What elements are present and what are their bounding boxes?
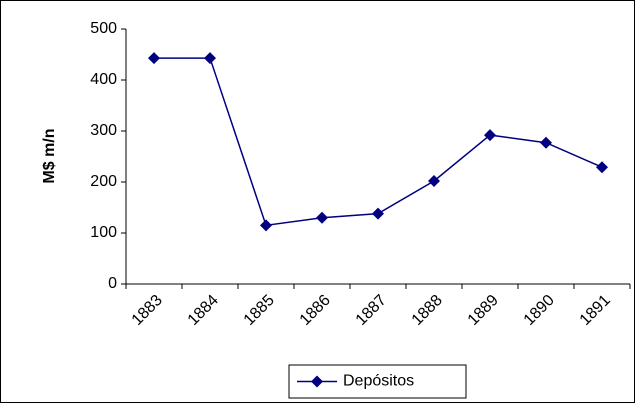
data-marker	[596, 161, 608, 174]
data-marker	[204, 52, 216, 65]
legend-marker	[311, 375, 323, 388]
y-tick-label: 200	[90, 173, 117, 190]
data-marker	[148, 52, 160, 65]
legend-label: Depósitos	[343, 373, 414, 390]
y-tick-label: 300	[90, 122, 117, 139]
data-marker	[540, 136, 552, 149]
y-tick-label: 400	[90, 71, 117, 88]
y-tick-label: 500	[90, 20, 117, 37]
y-tick-label: 100	[90, 224, 117, 241]
y-tick-label: 0	[108, 275, 117, 292]
data-marker	[484, 129, 496, 142]
data-marker	[372, 207, 384, 220]
y-axis-label: M$ m/n	[41, 128, 58, 183]
data-marker	[316, 211, 328, 224]
data-marker	[428, 174, 440, 187]
data-marker	[260, 219, 272, 232]
